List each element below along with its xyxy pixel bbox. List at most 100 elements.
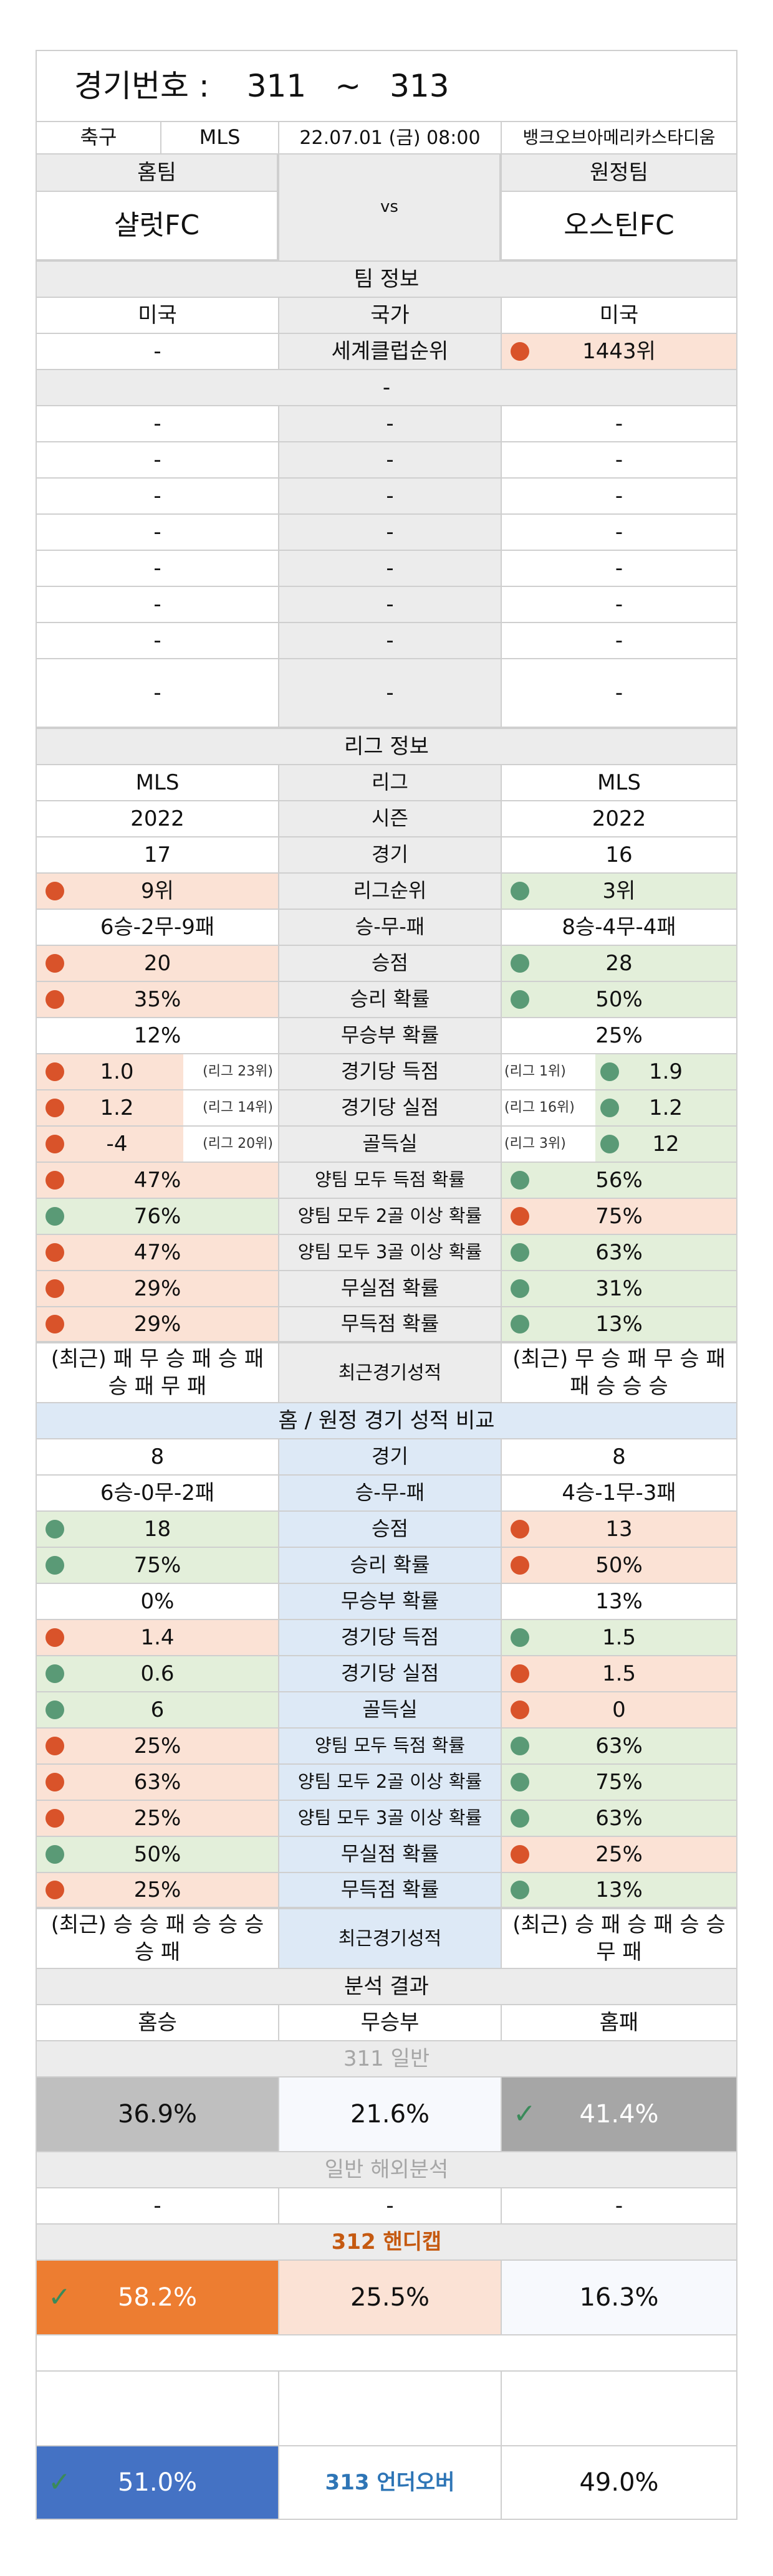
team-info-cell: - (36, 623, 278, 658)
league_info-away-cell: 1.2 (리그 16위) (501, 1090, 737, 1125)
home_away-home-value: 6 (150, 1697, 165, 1722)
home_away-home-cell: 75% (36, 1548, 278, 1583)
league_info-row: 1.0 (리그 23위) 경기당 득점 1.9 (리그 1위) (36, 1053, 737, 1089)
green-dot-icon (46, 1556, 64, 1575)
league_info-home-value: 1.2 (100, 1095, 134, 1120)
home_away-away-value: 63% (595, 1805, 643, 1831)
away-ha-recent-form: (최근) 승 패 승 패 승 승 무 패 (501, 1909, 737, 1968)
green-dot-icon (511, 1773, 529, 1791)
league_info-home-value: 47% (133, 1167, 181, 1193)
home_away-home-value: 18 (143, 1516, 171, 1542)
home_away-away-value: 75% (595, 1769, 643, 1795)
home_away-home-value: 6승-0무-2패 (100, 1480, 215, 1505)
league_info-row: 29% 무실점 확률 31% (36, 1270, 737, 1306)
league_info-home-cell: 20 (36, 946, 278, 981)
league_info-away-cell: 56% (501, 1163, 737, 1198)
handicap-home-win-cell: ✓ 58.2% (36, 2261, 278, 2334)
league_info-row: 29% 무득점 확률 13% (36, 1306, 737, 1342)
league_info-label: 골득실 (278, 1127, 501, 1162)
league_info-row: 35% 승리 확률 50% (36, 981, 737, 1017)
handicap-draw: 25.5% (278, 2261, 501, 2334)
league_info-away-value: 2022 (592, 806, 646, 831)
general-home-win: 36.9% (36, 2077, 278, 2151)
league_info-home-cell: 9위 (36, 874, 278, 909)
home_away-home-cell: 18 (36, 1512, 278, 1547)
league_info-home-cell: 76% (36, 1199, 278, 1234)
home_away-row: 25% 양팀 모두 득점 확률 63% (36, 1727, 737, 1763)
green-dot-icon (511, 1737, 529, 1755)
red-dot-icon (511, 342, 529, 361)
home_away-row: 0.6 경기당 실점 1.5 (36, 1655, 737, 1691)
league_info-label: 시즌 (278, 801, 501, 836)
home_away-away-value: 0 (612, 1697, 626, 1722)
league_info-away-value: 28 (605, 950, 633, 976)
league: MLS (160, 122, 278, 153)
home_away-away-cell: 1.5 (501, 1620, 737, 1655)
team-info-cell: - (501, 551, 737, 586)
overseas-row: - - - (36, 2187, 737, 2223)
home-recent-form: (최근) 패 무 승 패 승 패 승 패 무 패 (36, 1343, 278, 1402)
league_info-away-value: 13% (595, 1311, 643, 1337)
league_info-away-cell: 31% (501, 1271, 737, 1306)
checkmark-icon: ✓ (513, 2098, 536, 2130)
green-dot-icon (511, 1628, 529, 1647)
overseas-draw: - (278, 2188, 501, 2223)
home_away-away-cell: 75% (501, 1765, 737, 1800)
home_away-row: 63% 양팀 모두 2골 이상 확률 75% (36, 1763, 737, 1800)
team-info-cell: - (501, 442, 737, 477)
analysis-title: 분석 결과 (36, 1969, 737, 2004)
red-dot-icon (46, 954, 64, 973)
home_away-home-cell: 8 (36, 1439, 278, 1474)
away-team-name: 오스틴FC (501, 192, 737, 259)
team-info-title: 팀 정보 (36, 262, 737, 297)
col-home-win: 홈승 (36, 2005, 278, 2040)
world-rank-row: - 세계클럽순위 1443위 (36, 333, 737, 369)
home_away-away-cell: 13% (501, 1873, 737, 1907)
league_info-label: 무실점 확률 (278, 1271, 501, 1306)
home_away-away-value: 13 (605, 1516, 633, 1542)
ha-recent-row: (최근) 승 승 패 승 승 승 승 패 최근경기성적 (최근) 승 패 승 패… (36, 1908, 737, 1968)
green-dot-icon (511, 1881, 529, 1899)
red-dot-icon (46, 1881, 64, 1899)
col-home-loss: 홈패 (501, 2005, 737, 2040)
home_away-home-cell: 1.4 (36, 1620, 278, 1655)
red-dot-icon (46, 882, 64, 900)
green-dot-icon (511, 1171, 529, 1190)
home_away-home-cell: 0% (36, 1584, 278, 1619)
green-dot-icon (600, 1062, 619, 1081)
red-dot-icon (511, 1701, 529, 1719)
league_info-away-value: 16 (605, 842, 633, 867)
red-dot-icon (511, 1207, 529, 1226)
handicap-title: 312 핸디캡 (36, 2225, 737, 2259)
league_info-away-value: 1.2 (648, 1095, 683, 1120)
league_info-home-cell: 17 (36, 837, 278, 872)
under-cell: ✓ 51.0% (36, 2446, 278, 2519)
home_away-home-cell: 6승-0무-2패 (36, 1476, 278, 1510)
match-number-to: 313 (390, 67, 449, 104)
league_info-away-cell: 63% (501, 1235, 737, 1270)
red-dot-icon (46, 1062, 64, 1081)
general-home-loss-cell: ✓ 41.4% (501, 2077, 737, 2151)
home_away-label: 양팀 모두 3골 이상 확률 (278, 1801, 501, 1836)
home_away-home-value: 1.4 (140, 1624, 175, 1650)
league_info-away-value: 75% (595, 1203, 643, 1229)
match-number-label: 경기번호 : (74, 67, 209, 104)
home_away-home-value: 8 (150, 1444, 165, 1469)
league_info-home-cell: MLS (36, 765, 278, 800)
league-info-title: 리그 정보 (36, 729, 737, 764)
league_info-row: -4 (리그 20위) 골득실 12 (리그 3위) (36, 1125, 737, 1162)
league_info-label: 양팀 모두 득점 확률 (278, 1163, 501, 1198)
team-info-cell: - (36, 659, 278, 727)
green-dot-icon (511, 990, 529, 1009)
team-info-cell: - (501, 587, 737, 622)
home_away-home-value: 25% (133, 1733, 181, 1758)
red-dot-icon (46, 1099, 64, 1117)
league_info-away-value: 56% (595, 1167, 643, 1193)
home_away-away-cell: 8 (501, 1439, 737, 1474)
green-dot-icon (511, 882, 529, 900)
team-info-cell: - (278, 587, 501, 622)
world-rank-label: 세계클럽순위 (278, 334, 501, 369)
league_info-row: 47% 양팀 모두 3골 이상 확률 63% (36, 1234, 737, 1270)
league_info-home-value: 2022 (130, 806, 185, 831)
team-info-row: --- (36, 658, 737, 728)
